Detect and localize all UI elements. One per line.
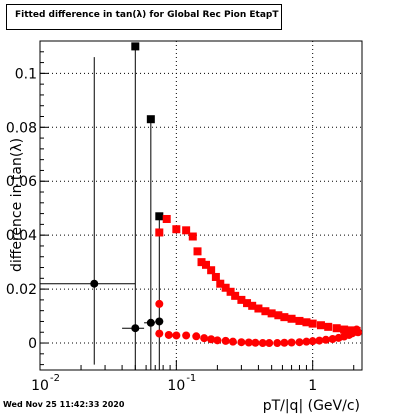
data-point-square (254, 304, 263, 313)
data-point-square (201, 260, 210, 269)
data-point-circle (321, 335, 330, 344)
y-tick-label: 0 (28, 336, 37, 352)
data-point-square (248, 301, 257, 310)
data-point-circle (90, 279, 99, 288)
data-point-square (182, 226, 191, 235)
data-point-square (267, 309, 276, 318)
y-tick-label: 0.08 (6, 120, 37, 136)
data-point-circle (354, 328, 363, 337)
data-point-square (216, 279, 225, 288)
data-point-circle (258, 339, 267, 348)
x-axis-label: pT/|q| (GeV/c) (263, 398, 360, 414)
data-point-circle (244, 338, 253, 347)
data-point-square (274, 311, 283, 320)
data-point-square (261, 307, 270, 316)
data-point-circle (295, 338, 304, 347)
data-point-square (287, 314, 296, 323)
data-point-square (295, 316, 304, 325)
data-point-circle (172, 331, 181, 340)
timestamp: Wed Nov 25 11:42:33 2020 (3, 400, 125, 409)
data-point-square (197, 258, 206, 267)
y-tick-label: 0.1 (15, 66, 37, 82)
data-point-circle (287, 338, 296, 347)
data-point-circle (280, 338, 289, 347)
data-point-square (188, 232, 197, 241)
data-point-square (231, 291, 240, 300)
data-point-circle (308, 337, 317, 346)
data-point-circle (192, 332, 201, 341)
chart-title: Fitted difference in tan(λ) for Global R… (15, 10, 279, 20)
data-point-square (308, 319, 317, 328)
data-point-square (146, 115, 155, 124)
data-point-circle (273, 339, 282, 348)
data-point-circle (155, 329, 164, 338)
data-point-circle (207, 335, 216, 344)
data-point-square (226, 287, 235, 296)
title-box: Fitted difference in tan(λ) for Global R… (6, 4, 282, 30)
data-point-square (332, 324, 341, 333)
data-point-circle (302, 337, 311, 346)
data-point-circle (131, 324, 140, 333)
data-point-square (237, 295, 246, 304)
plot-frame (39, 40, 363, 371)
data-point-circle (155, 317, 164, 326)
data-point-circle (328, 334, 337, 343)
y-axis-label: difference in tan(λ) (9, 138, 25, 272)
data-marks (90, 42, 363, 348)
data-point-circle (228, 337, 237, 346)
data-point-square (207, 266, 216, 275)
axes-ticks (39, 51, 355, 370)
x-tick-exponent: -2 (50, 373, 60, 384)
data-point-square (193, 247, 202, 256)
data-point-square (280, 313, 289, 322)
data-point-square (302, 318, 311, 327)
data-point-square (211, 272, 220, 281)
y-tick-label: 0.04 (6, 228, 37, 244)
data-point-square (340, 325, 349, 334)
data-point-circle (200, 334, 209, 343)
error-bars (40, 46, 164, 370)
data-point-circle (155, 299, 164, 308)
data-point-square (155, 228, 164, 237)
data-point-circle (221, 336, 230, 345)
x-tick-label: 10 (167, 378, 185, 394)
data-point-circle (182, 331, 191, 340)
data-point-circle (237, 338, 246, 347)
tick-labels: 10 -2 10 -1 100.020.040.060.080.1 (6, 66, 317, 394)
data-point-square (172, 225, 181, 234)
data-point-square (221, 283, 230, 292)
data-point-circle (265, 339, 274, 348)
x-tick-exponent: -1 (186, 373, 196, 384)
data-point-circle (164, 330, 173, 339)
data-point-square (155, 212, 164, 221)
data-point-square (243, 299, 252, 308)
data-point-circle (315, 336, 324, 345)
y-tick-label: 0.06 (6, 174, 37, 190)
data-point-square (131, 42, 140, 51)
y-tick-label: 0.02 (6, 282, 37, 298)
data-point-circle (146, 318, 155, 327)
data-point-circle (213, 336, 222, 345)
data-point-circle (251, 338, 260, 347)
data-point-square (316, 321, 325, 330)
x-tick-label: 10 (31, 378, 49, 394)
data-point-square (162, 214, 171, 223)
x-tick-label: 1 (308, 378, 317, 394)
data-point-square (324, 322, 333, 331)
